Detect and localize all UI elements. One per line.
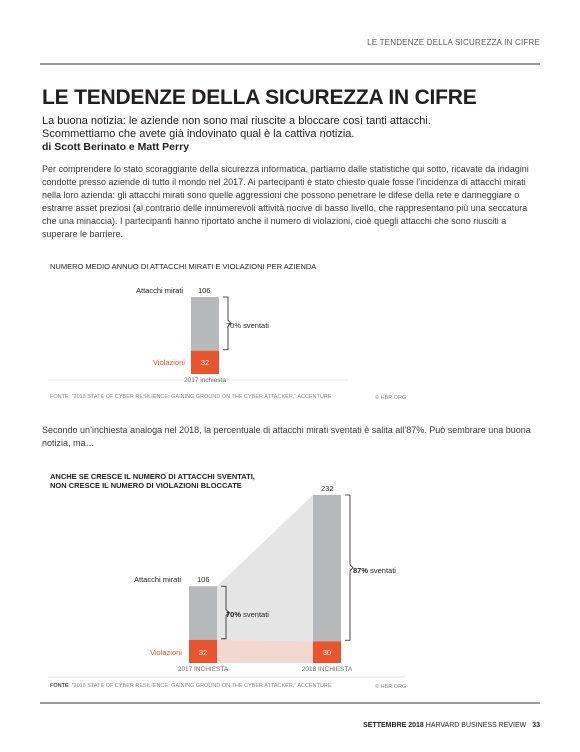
footer-page-number: 33 <box>532 722 540 729</box>
chart2-attacks-band <box>217 495 313 642</box>
chart2-breaches-band <box>217 639 313 663</box>
chart2-value-breaches-2017: 32 <box>198 648 208 657</box>
chart2-title: ANCHE SE CRESCE IL NUMERO DI ATTACCHI SV… <box>50 472 310 490</box>
chart2-annotation-2017-word: sventati <box>241 610 269 619</box>
top-rule <box>40 63 540 65</box>
chart2-source-text: : “2018 STATE OF CYBER RESILIENCE: GAINI… <box>68 683 332 689</box>
chart1-bar-attacks-2017 <box>191 297 219 351</box>
chart2-annotation-2018-pct: 87% <box>353 566 369 575</box>
chart1-bar-breaches-2017 <box>191 350 219 374</box>
footer-magazine: HARVARD BUSINESS REVIEW <box>423 722 527 729</box>
byline: di Scott Berinato e Matt Perry <box>42 141 190 153</box>
chart2-label-breaches: Violazioni <box>150 648 182 657</box>
chart2-annotation-2017: 70% sventati <box>226 610 269 619</box>
article-title: LE TENDENZE DELLA SICUREZZA IN CIFRE <box>42 86 477 109</box>
chart2-value-attacks-2018: 232 <box>321 484 334 493</box>
chart2-value-attacks-2017: 106 <box>197 575 210 584</box>
chart2-year-label-2017: 2017 INCHIESTA <box>177 666 229 673</box>
page-footer: SETTEMBRE 2018 HARVARD BUSINESS REVIEW 3… <box>363 722 540 729</box>
chart1-value-attacks: 106 <box>198 286 211 295</box>
chart1-annotation: 70% sventati <box>226 321 269 330</box>
chart1-year-label: 2017 inchiesta <box>184 377 226 384</box>
article-deck: La buona notizia: le aziende non sono ma… <box>42 115 502 141</box>
chart1-label-breaches: Violazioni <box>153 358 185 367</box>
chart2-annotation-2018-word: sventati <box>368 566 396 575</box>
transition-paragraph: Secondo un’inchiesta analoga nel 2018, l… <box>42 425 531 448</box>
deck-line-2: Scommettiamo che avete già indovinato qu… <box>42 128 355 140</box>
footer-issue: SETTEMBRE 2018 <box>363 722 424 729</box>
deck-line-1: La buona notizia: le aziende non sono ma… <box>42 115 431 127</box>
chart2-title-line-1: ANCHE SE CRESCE IL NUMERO DI ATTACCHI SV… <box>50 472 255 481</box>
chart1-bracket <box>223 296 232 351</box>
chart1-credit: © HBR.ORG <box>375 395 407 401</box>
chart2-source: FONTE: “2018 STATE OF CYBER RESILIENCE: … <box>50 683 332 689</box>
chart1-source: FONTE: “2018 STATE OF CYBER RESILIENCE: … <box>50 394 332 400</box>
chart1-label-attacks: Attacchi mirati <box>136 286 184 295</box>
chart2-bracket-2017 <box>221 585 230 640</box>
chart2-label-attacks: Attacchi mirati <box>134 575 182 584</box>
intro-paragraph: Per comprendere lo stato scoraggiante de… <box>42 164 529 239</box>
chart2-bar-breaches-2018 <box>313 641 341 663</box>
chart2-value-breaches-2018: 30 <box>322 648 332 657</box>
bottom-rule <box>40 702 540 704</box>
chart1-annotation-word: sventati <box>241 321 269 330</box>
chart2-bar-attacks-2018 <box>313 495 341 642</box>
chart2-bar-attacks-2017 <box>189 586 217 640</box>
chart1-title: NUMERO MEDIO ANNUO DI ATTACCHI MIRATI E … <box>50 262 317 271</box>
chart1-value-breaches: 32 <box>200 358 210 367</box>
chart2-bracket-2018 <box>345 494 354 641</box>
chart2-credit: © HBR.ORG <box>375 684 407 690</box>
chart2-source-label: FONTE <box>50 683 69 689</box>
chart2-title-line-2: NON CRESCE IL NUMERO DI VIOLAZIONI BLOCC… <box>50 481 242 490</box>
chart1-annotation-pct: 70% <box>226 321 242 330</box>
chart2-year-label-2018: 2018 INCHIESTA <box>301 666 353 673</box>
running-head: LE TENDENZE DELLA SICUREZZA IN CIFRE <box>367 38 540 47</box>
chart2-annotation-2018: 87% sventati <box>353 566 396 575</box>
chart2-bar-breaches-2017 <box>189 639 217 663</box>
chart2-annotation-2017-pct: 70% <box>226 610 242 619</box>
